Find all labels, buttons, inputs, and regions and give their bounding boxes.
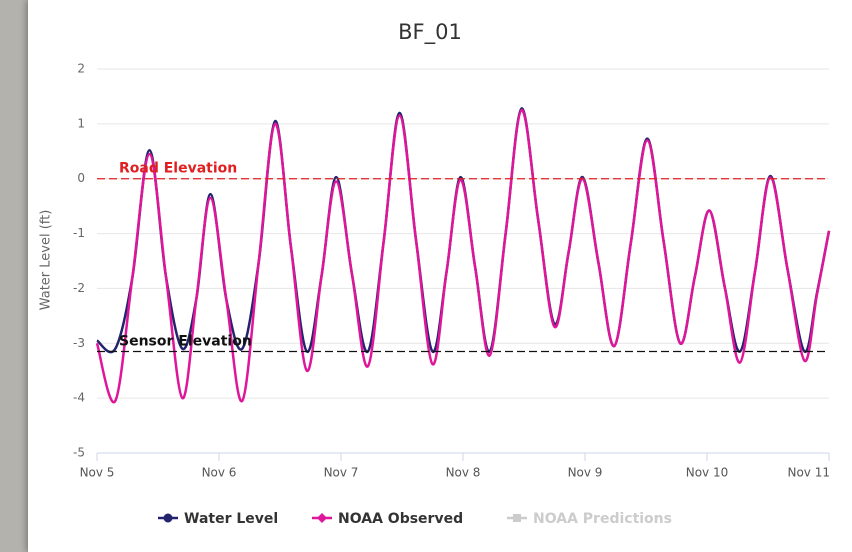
x-tick-label: Nov 11 bbox=[787, 466, 830, 480]
y-tick-label: -1 bbox=[73, 226, 85, 240]
x-tick-label: Nov 10 bbox=[686, 466, 729, 480]
y-axis-label: Water Level (ft) bbox=[39, 210, 54, 311]
legend-label: Water Level bbox=[184, 511, 278, 527]
x-tick-label: Nov 6 bbox=[202, 466, 237, 480]
legend-marker bbox=[317, 513, 327, 523]
y-tick-label: -2 bbox=[73, 281, 85, 295]
y-tick-label: -3 bbox=[73, 336, 85, 350]
series-line bbox=[95, 108, 831, 404]
legend-item[interactable]: Water Level bbox=[158, 511, 278, 527]
legend-label: NOAA Observed bbox=[338, 511, 463, 527]
legend-item[interactable]: NOAA Predictions bbox=[507, 511, 672, 527]
x-tick-label: Nov 8 bbox=[446, 466, 481, 480]
y-tick-label: 0 bbox=[77, 171, 85, 185]
reference-label: Sensor Elevation bbox=[119, 334, 252, 350]
y-tick-label: -4 bbox=[73, 391, 85, 405]
series-line bbox=[96, 107, 831, 354]
legend-label: NOAA Predictions bbox=[533, 511, 672, 527]
reference-label: Road Elevation bbox=[119, 161, 237, 177]
legend-marker bbox=[163, 513, 173, 523]
y-tick-label: 1 bbox=[77, 116, 85, 130]
x-tick-label: Nov 7 bbox=[324, 466, 359, 480]
y-tick-label: -5 bbox=[73, 446, 85, 460]
legend-item[interactable]: NOAA Observed bbox=[312, 511, 463, 527]
x-tick-label: Nov 5 bbox=[80, 466, 115, 480]
y-tick-label: 2 bbox=[77, 62, 85, 76]
chart-title: BF_01 bbox=[398, 20, 462, 45]
legend-marker bbox=[513, 514, 521, 522]
x-tick-label: Nov 9 bbox=[568, 466, 603, 480]
